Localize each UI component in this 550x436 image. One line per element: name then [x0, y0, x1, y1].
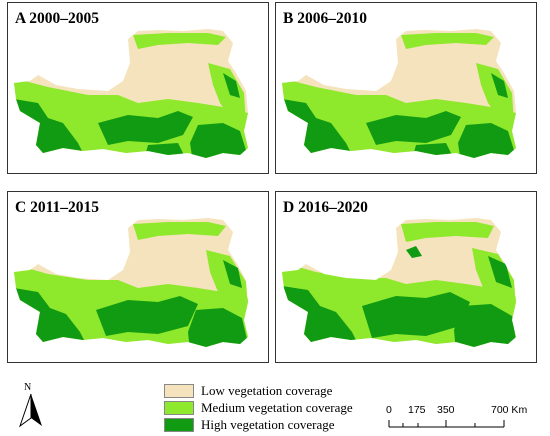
scale-label-175: 175 — [408, 404, 426, 416]
scale-label-0: 0 — [386, 404, 392, 416]
legend: Low vegetation coverage Medium vegetatio… — [164, 383, 374, 435]
map-panel-a: A 2000–2005 — [7, 2, 269, 174]
legend-swatch-high — [164, 418, 194, 432]
scale-bar-ticks — [388, 420, 505, 428]
panel-title-b: B 2006–2010 — [283, 10, 367, 27]
legend-label-medium: Medium vegetation coverage — [201, 400, 353, 415]
map-panel-d: D 2016–2020 — [275, 191, 537, 363]
scale-label-350: 350 — [437, 404, 455, 416]
scale-label-700: 700 Km — [491, 404, 528, 416]
north-arrow-icon — [19, 393, 42, 428]
legend-label-low: Low vegetation coverage — [201, 383, 333, 398]
panel-title-a: A 2000–2005 — [15, 10, 99, 27]
vegetation-map-c — [8, 192, 269, 363]
map-panel-c: C 2011–2015 — [7, 191, 269, 363]
vegetation-map-d — [276, 192, 537, 363]
legend-label-high: High vegetation coverage — [201, 417, 335, 432]
north-letter: N — [24, 382, 32, 393]
scale-bar: 0 175 350 700 Km — [386, 394, 546, 432]
panel-title-d: D 2016–2020 — [283, 199, 368, 216]
vegetation-map-a — [8, 3, 269, 174]
panel-title-c: C 2011–2015 — [15, 199, 99, 216]
legend-swatch-low — [164, 384, 194, 398]
map-panel-b: B 2006–2010 — [275, 2, 537, 174]
vegetation-map-b — [276, 3, 537, 174]
legend-swatch-medium — [164, 401, 194, 415]
